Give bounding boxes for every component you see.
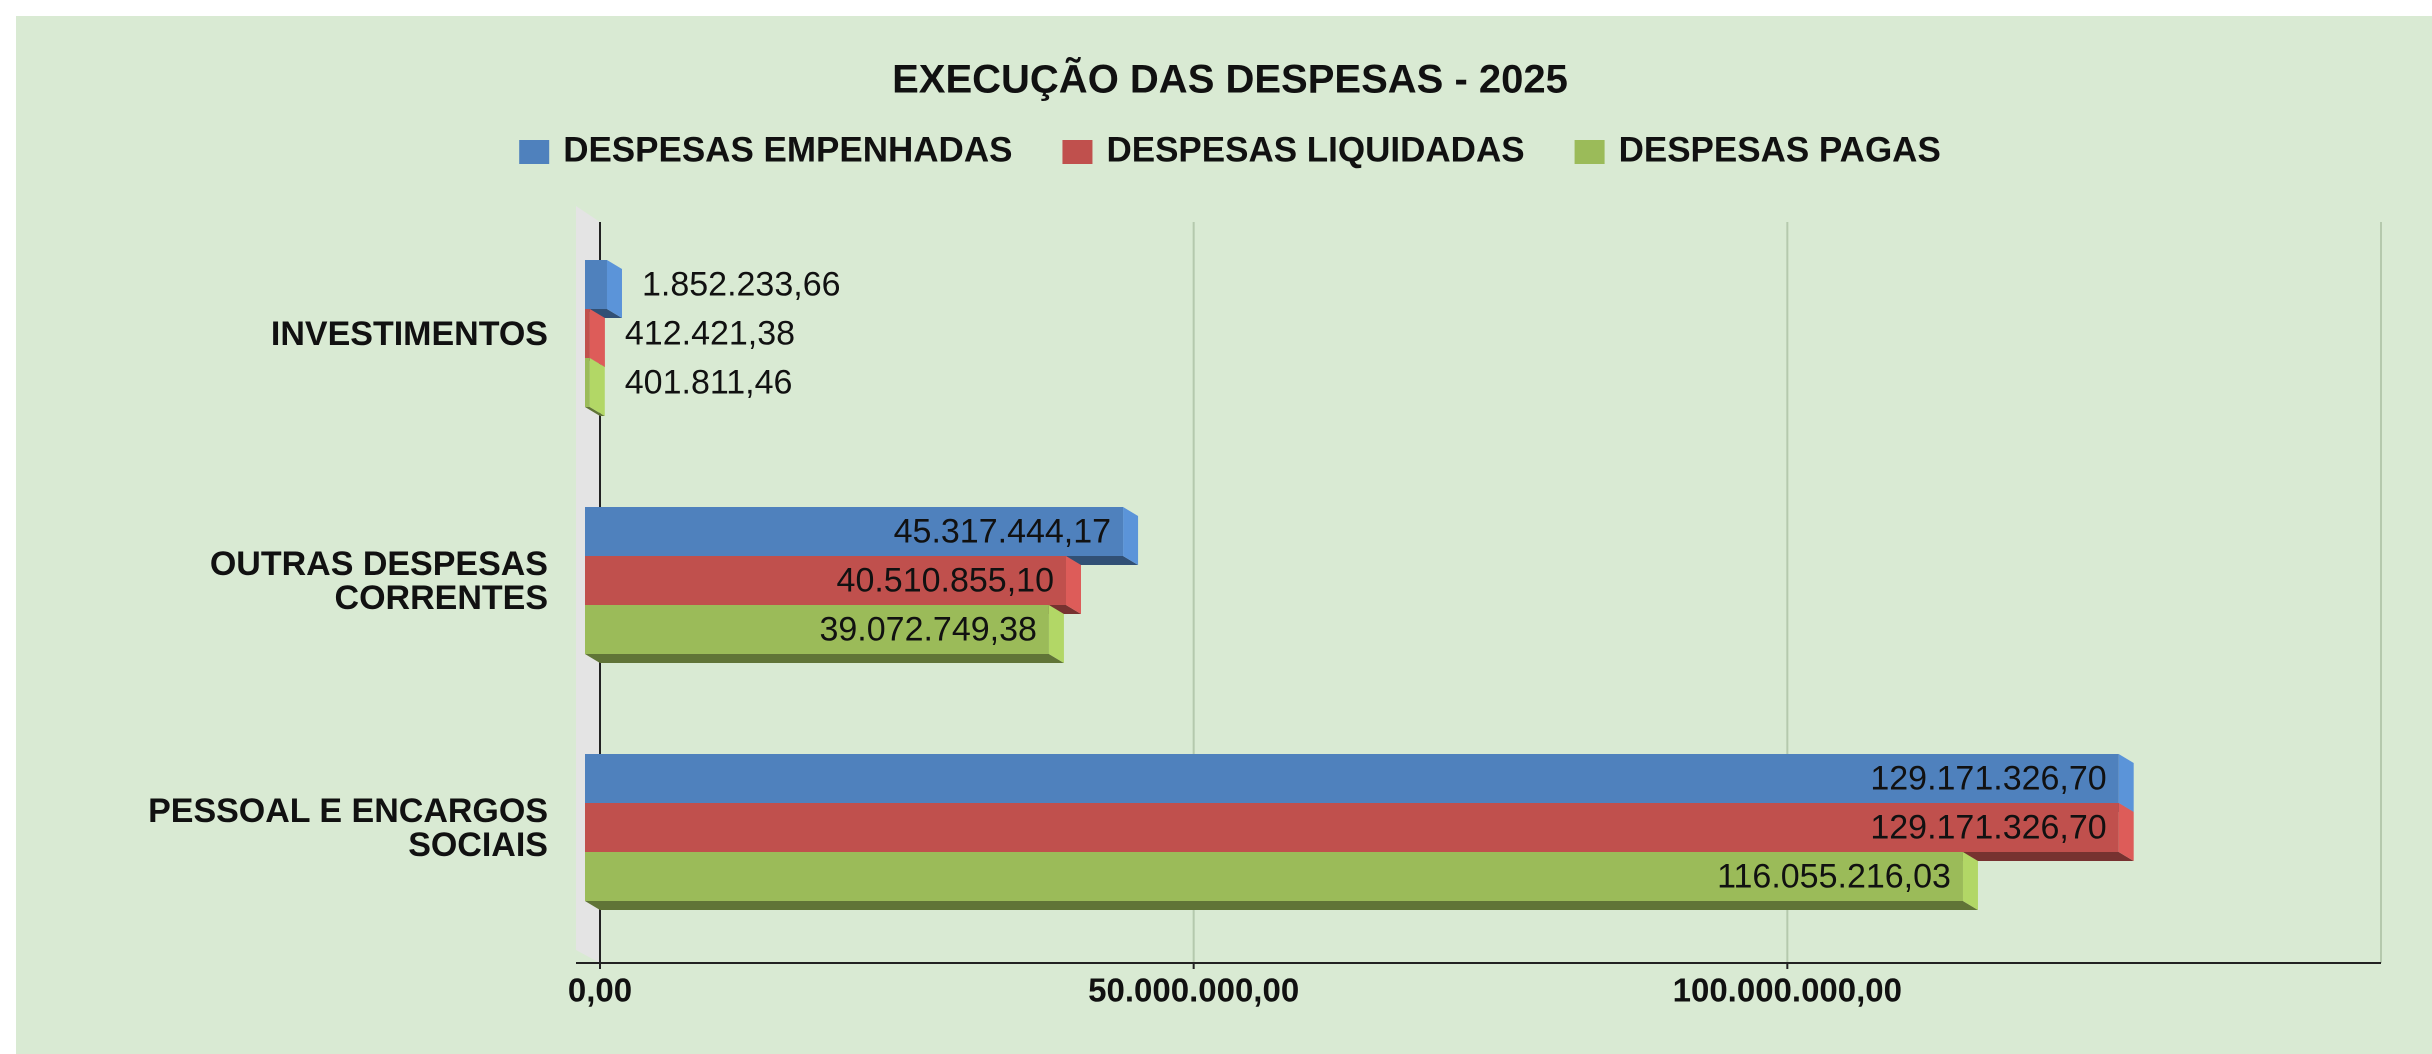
bar — [585, 507, 1124, 556]
data-label: 412.421,38 — [625, 314, 795, 352]
x-tick-label: 50.000.000,00 — [1088, 972, 1299, 1009]
bar — [585, 605, 1049, 654]
bar — [585, 260, 607, 309]
bar-depth — [606, 260, 622, 318]
bar-depth — [1962, 852, 1978, 910]
bar-depth — [585, 407, 605, 416]
bar — [585, 852, 1963, 901]
legend-swatch — [1574, 140, 1605, 164]
data-label: 45.317.444,17 — [894, 512, 1111, 550]
bar — [585, 556, 1066, 605]
bar-depth — [585, 901, 1978, 910]
bar — [585, 803, 2119, 852]
data-label: 1.852.233,66 — [642, 265, 841, 303]
bar — [585, 754, 2119, 803]
bar — [585, 358, 590, 407]
legend-label: DESPESAS EMPENHADAS — [563, 130, 1012, 169]
bar-depth — [1123, 507, 1139, 565]
bar-depth — [585, 654, 1064, 663]
y-tick-label: INVESTIMENTOS — [270, 314, 548, 353]
legend-swatch — [519, 140, 550, 164]
bar-depth — [589, 309, 605, 367]
legend-swatch — [1062, 140, 1093, 164]
y-tick-label: OUTRAS DESPESAS CORRENTES — [209, 544, 548, 617]
data-label: 39.072.749,38 — [819, 610, 1036, 648]
legend-label: DESPESAS LIQUIDADAS — [1106, 130, 1524, 169]
data-label: 401.811,46 — [625, 363, 793, 401]
data-label: 40.510.855,10 — [837, 561, 1054, 599]
bar — [585, 309, 590, 358]
legend-label: DESPESAS PAGAS — [1619, 130, 1941, 169]
bar-depth — [589, 358, 605, 416]
y-tick-label: PESSOAL E ENCARGOS SOCIAIS — [148, 791, 548, 864]
bar-depth — [1065, 556, 1081, 614]
data-label: 129.171.326,70 — [1870, 759, 2106, 797]
x-tick-label: 0,00 — [568, 972, 632, 1009]
x-tick-label: 100.000.000,00 — [1673, 972, 1902, 1009]
bar-depth — [2118, 754, 2134, 812]
bar-depth — [2118, 803, 2134, 861]
data-label: 116.055.216,03 — [1717, 857, 1951, 895]
data-label: 129.171.326,70 — [1870, 808, 2106, 846]
bar-depth — [1048, 605, 1064, 663]
bar-depth — [585, 309, 622, 318]
chart-title: EXECUÇÃO DAS DESPESAS - 2025 — [892, 56, 1568, 102]
